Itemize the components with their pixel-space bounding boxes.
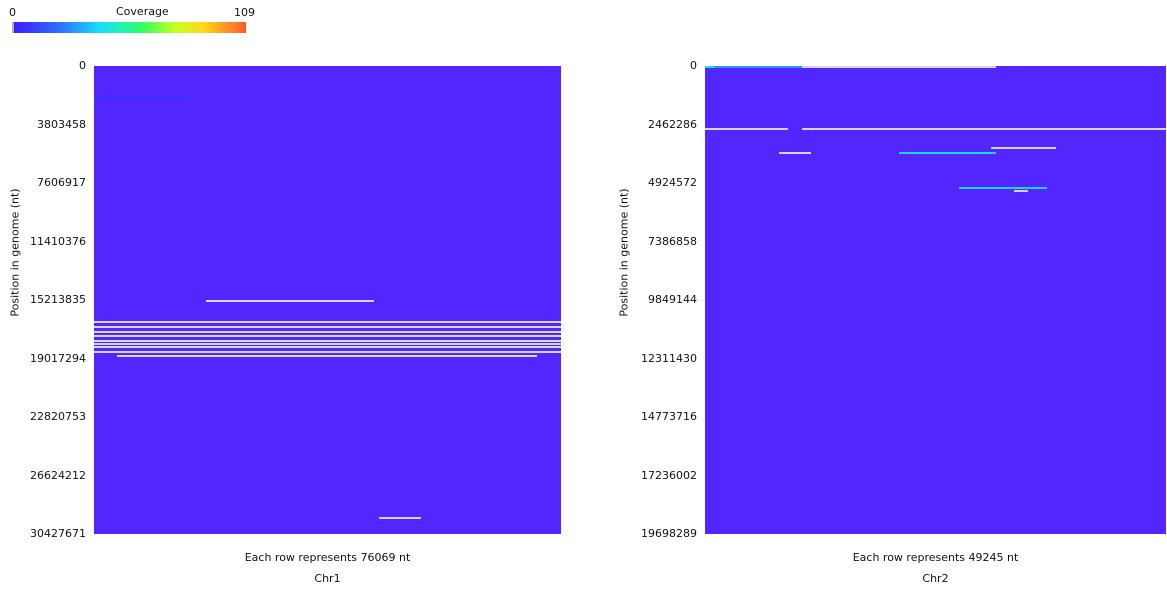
y-tick-label: 22820753 xyxy=(30,410,86,423)
heatmap-row xyxy=(94,331,561,333)
heatmap-row xyxy=(94,96,187,98)
heatmap-row xyxy=(1014,190,1028,192)
heatmap-row xyxy=(206,300,374,302)
y-tick-label: 14773716 xyxy=(641,410,697,423)
x-axis-note: Each row represents 76069 nt xyxy=(244,551,411,564)
legend-title: Coverage xyxy=(116,5,169,18)
y-tick-label: 0 xyxy=(690,59,697,72)
legend-min-label: 0 xyxy=(9,6,16,19)
heatmap-row xyxy=(94,340,561,342)
chart-title: Chr2 xyxy=(922,572,949,585)
heatmap-row xyxy=(779,152,811,154)
y-tick-label: 30427671 xyxy=(30,527,86,540)
y-tick-label: 17236002 xyxy=(641,468,697,482)
x-axis-note: Each row represents 49245 nt xyxy=(852,551,1019,564)
heatmap-row xyxy=(117,355,537,357)
y-tick-label: 19017294 xyxy=(30,351,86,365)
heatmap-row xyxy=(705,128,788,130)
heatmap-row xyxy=(94,326,561,328)
heatmap-row xyxy=(94,335,561,337)
heatmap-row xyxy=(94,351,561,353)
heatmap-row xyxy=(94,321,561,323)
heatmap-row xyxy=(899,152,996,154)
heatmap-row xyxy=(94,343,561,345)
y-tick-label: 7606917 xyxy=(37,176,86,189)
y-tick-label: 26624212 xyxy=(30,468,86,482)
heatmap-row xyxy=(379,517,421,519)
y-tick-label: 0 xyxy=(79,59,86,72)
heatmap-row xyxy=(959,187,1047,189)
chart-title: Chr1 xyxy=(314,572,341,585)
heatmap-row xyxy=(94,346,561,348)
heatmap-row xyxy=(991,147,1056,149)
heatmap-row xyxy=(714,66,802,68)
y-tick-label: 11410376 xyxy=(30,234,86,248)
heatmap-row xyxy=(802,128,1166,130)
y-tick-label: 3803458 xyxy=(37,117,86,131)
y-tick-label: 9849144 xyxy=(648,293,697,306)
y-tick-label: 15213835 xyxy=(30,293,86,306)
y-tick-label: 2462286 xyxy=(648,117,697,131)
heatmap xyxy=(94,66,561,534)
y-tick-label: 7386858 xyxy=(648,234,697,248)
heatmap-row xyxy=(802,66,996,68)
heatmap xyxy=(705,66,1166,534)
y-tick-label: 19698289 xyxy=(641,527,697,540)
legend-color-bar xyxy=(12,22,246,33)
legend-max-label: 109 xyxy=(234,6,255,19)
y-tick-label: 4924572 xyxy=(648,176,697,189)
heatmap-row xyxy=(705,66,714,68)
y-tick-label: 12311430 xyxy=(641,351,697,365)
